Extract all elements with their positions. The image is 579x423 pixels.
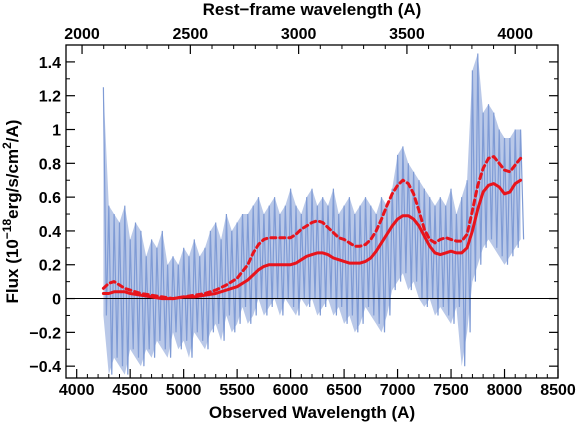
x-tick-label: 8000	[487, 382, 523, 399]
y-tick-label: 1.4	[39, 55, 61, 72]
tick-labels: 4000 4500 5000 5500 6000 6500 7000 7500 8000 8500…	[29, 26, 575, 399]
y-tick-label: 1	[52, 123, 61, 140]
y-tick-label: 0.6	[39, 190, 61, 207]
x-tick-label: 6000	[273, 382, 309, 399]
y-tick-label: 0	[52, 292, 61, 309]
y-tick-label: 1.2	[39, 89, 61, 106]
y-tick-label: 0.8	[39, 156, 61, 173]
x-axis-title: Observed Wavelength (A)	[209, 403, 415, 422]
x-tick-label: 5000	[166, 382, 202, 399]
y-tick-label: −0.4	[29, 359, 61, 376]
axis-ticks	[66, 44, 559, 378]
model-curve-solid	[101, 178, 523, 301]
plot-content	[66, 53, 558, 375]
y-axis-title-prefix: Flux (10	[3, 239, 22, 303]
y-axis-title-area-exponent: 2	[0, 142, 14, 149]
y-tick-label: 0.2	[39, 258, 61, 275]
y-axis-title-units: erg/s/cm	[3, 149, 22, 219]
spectrum-trace	[102, 53, 525, 375]
top-tick-label: 3500	[389, 26, 425, 43]
y-axis-title-exponent: −18	[0, 219, 14, 240]
x-tick-label: 7000	[380, 382, 416, 399]
x-tick-label: 7500	[433, 382, 469, 399]
y-axis-title: Flux (10−18erg/s/cm2/A)	[0, 120, 22, 304]
top-tick-label: 2000	[64, 26, 100, 43]
y-tick-label: 0.4	[39, 224, 61, 241]
x-tick-label: 5500	[219, 382, 255, 399]
top-tick-label: 3000	[281, 26, 317, 43]
x-tick-label: 6500	[326, 382, 362, 399]
top-tick-label: 4000	[497, 26, 533, 43]
x-tick-label: 4500	[112, 382, 148, 399]
top-tick-label: 2500	[173, 26, 209, 43]
y-axis-title-suffix: /A)	[3, 120, 22, 143]
x-tick-label: 4000	[59, 382, 95, 399]
x-tick-label: 8500	[540, 382, 576, 399]
y-tick-label: −0.2	[29, 325, 61, 342]
top-axis-title: Rest−frame wavelength (A)	[203, 0, 422, 19]
